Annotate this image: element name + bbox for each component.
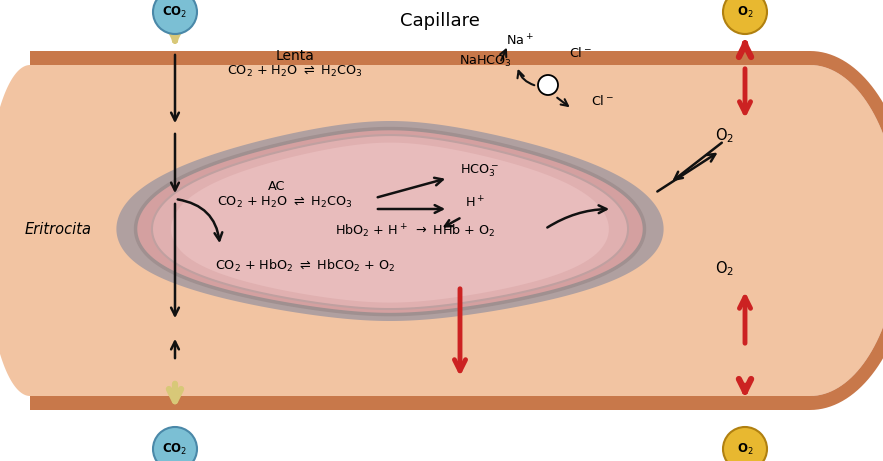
Text: Capillare: Capillare [400,12,480,30]
Bar [30,65,810,396]
Polygon shape [136,129,645,314]
Bar [30,396,810,410]
Text: Na$^+$: Na$^+$ [506,33,534,49]
Text: Cl$^-$: Cl$^-$ [591,94,614,108]
Polygon shape [810,51,883,410]
Text: CO$_2$ + HbO$_2$ $\rightleftharpoons$ HbCO$_2$ + O$_2$: CO$_2$ + HbO$_2$ $\rightleftharpoons$ Hb… [215,258,395,274]
Text: NaHCO$_3$: NaHCO$_3$ [458,53,511,69]
Polygon shape [0,65,30,396]
Text: AC: AC [268,179,286,193]
Polygon shape [152,135,628,309]
Polygon shape [117,121,664,321]
Text: CO$_2$: CO$_2$ [162,442,187,456]
Text: H$^+$: H$^+$ [465,195,485,211]
Text: CO$_2$ + H$_2$O $\rightleftharpoons$ H$_2$CO$_3$: CO$_2$ + H$_2$O $\rightleftharpoons$ H$_… [217,195,352,210]
Text: O$_2$: O$_2$ [715,127,735,145]
Text: HbO$_2$ + H$^+$ $\rightarrow$ HHb + O$_2$: HbO$_2$ + H$^+$ $\rightarrow$ HHb + O$_2… [335,222,495,240]
Circle shape [723,0,767,34]
Text: Cl$^-$: Cl$^-$ [569,46,592,60]
Polygon shape [810,65,883,396]
Bar [30,51,810,65]
Circle shape [153,427,197,461]
Text: HCO$_3^-$: HCO$_3^-$ [461,163,500,179]
Circle shape [538,75,558,95]
Text: CO$_2$ + H$_2$O $\rightleftharpoons$ H$_2$CO$_3$: CO$_2$ + H$_2$O $\rightleftharpoons$ H$_… [228,64,363,78]
Text: O$_2$: O$_2$ [736,442,753,456]
Circle shape [723,427,767,461]
Text: Eritrocita: Eritrocita [25,221,92,236]
Text: Lenta: Lenta [275,49,314,63]
Polygon shape [171,142,609,302]
Text: O$_2$: O$_2$ [736,5,753,19]
Text: O$_2$: O$_2$ [715,260,735,278]
Circle shape [153,0,197,34]
Text: CO$_2$: CO$_2$ [162,5,187,19]
